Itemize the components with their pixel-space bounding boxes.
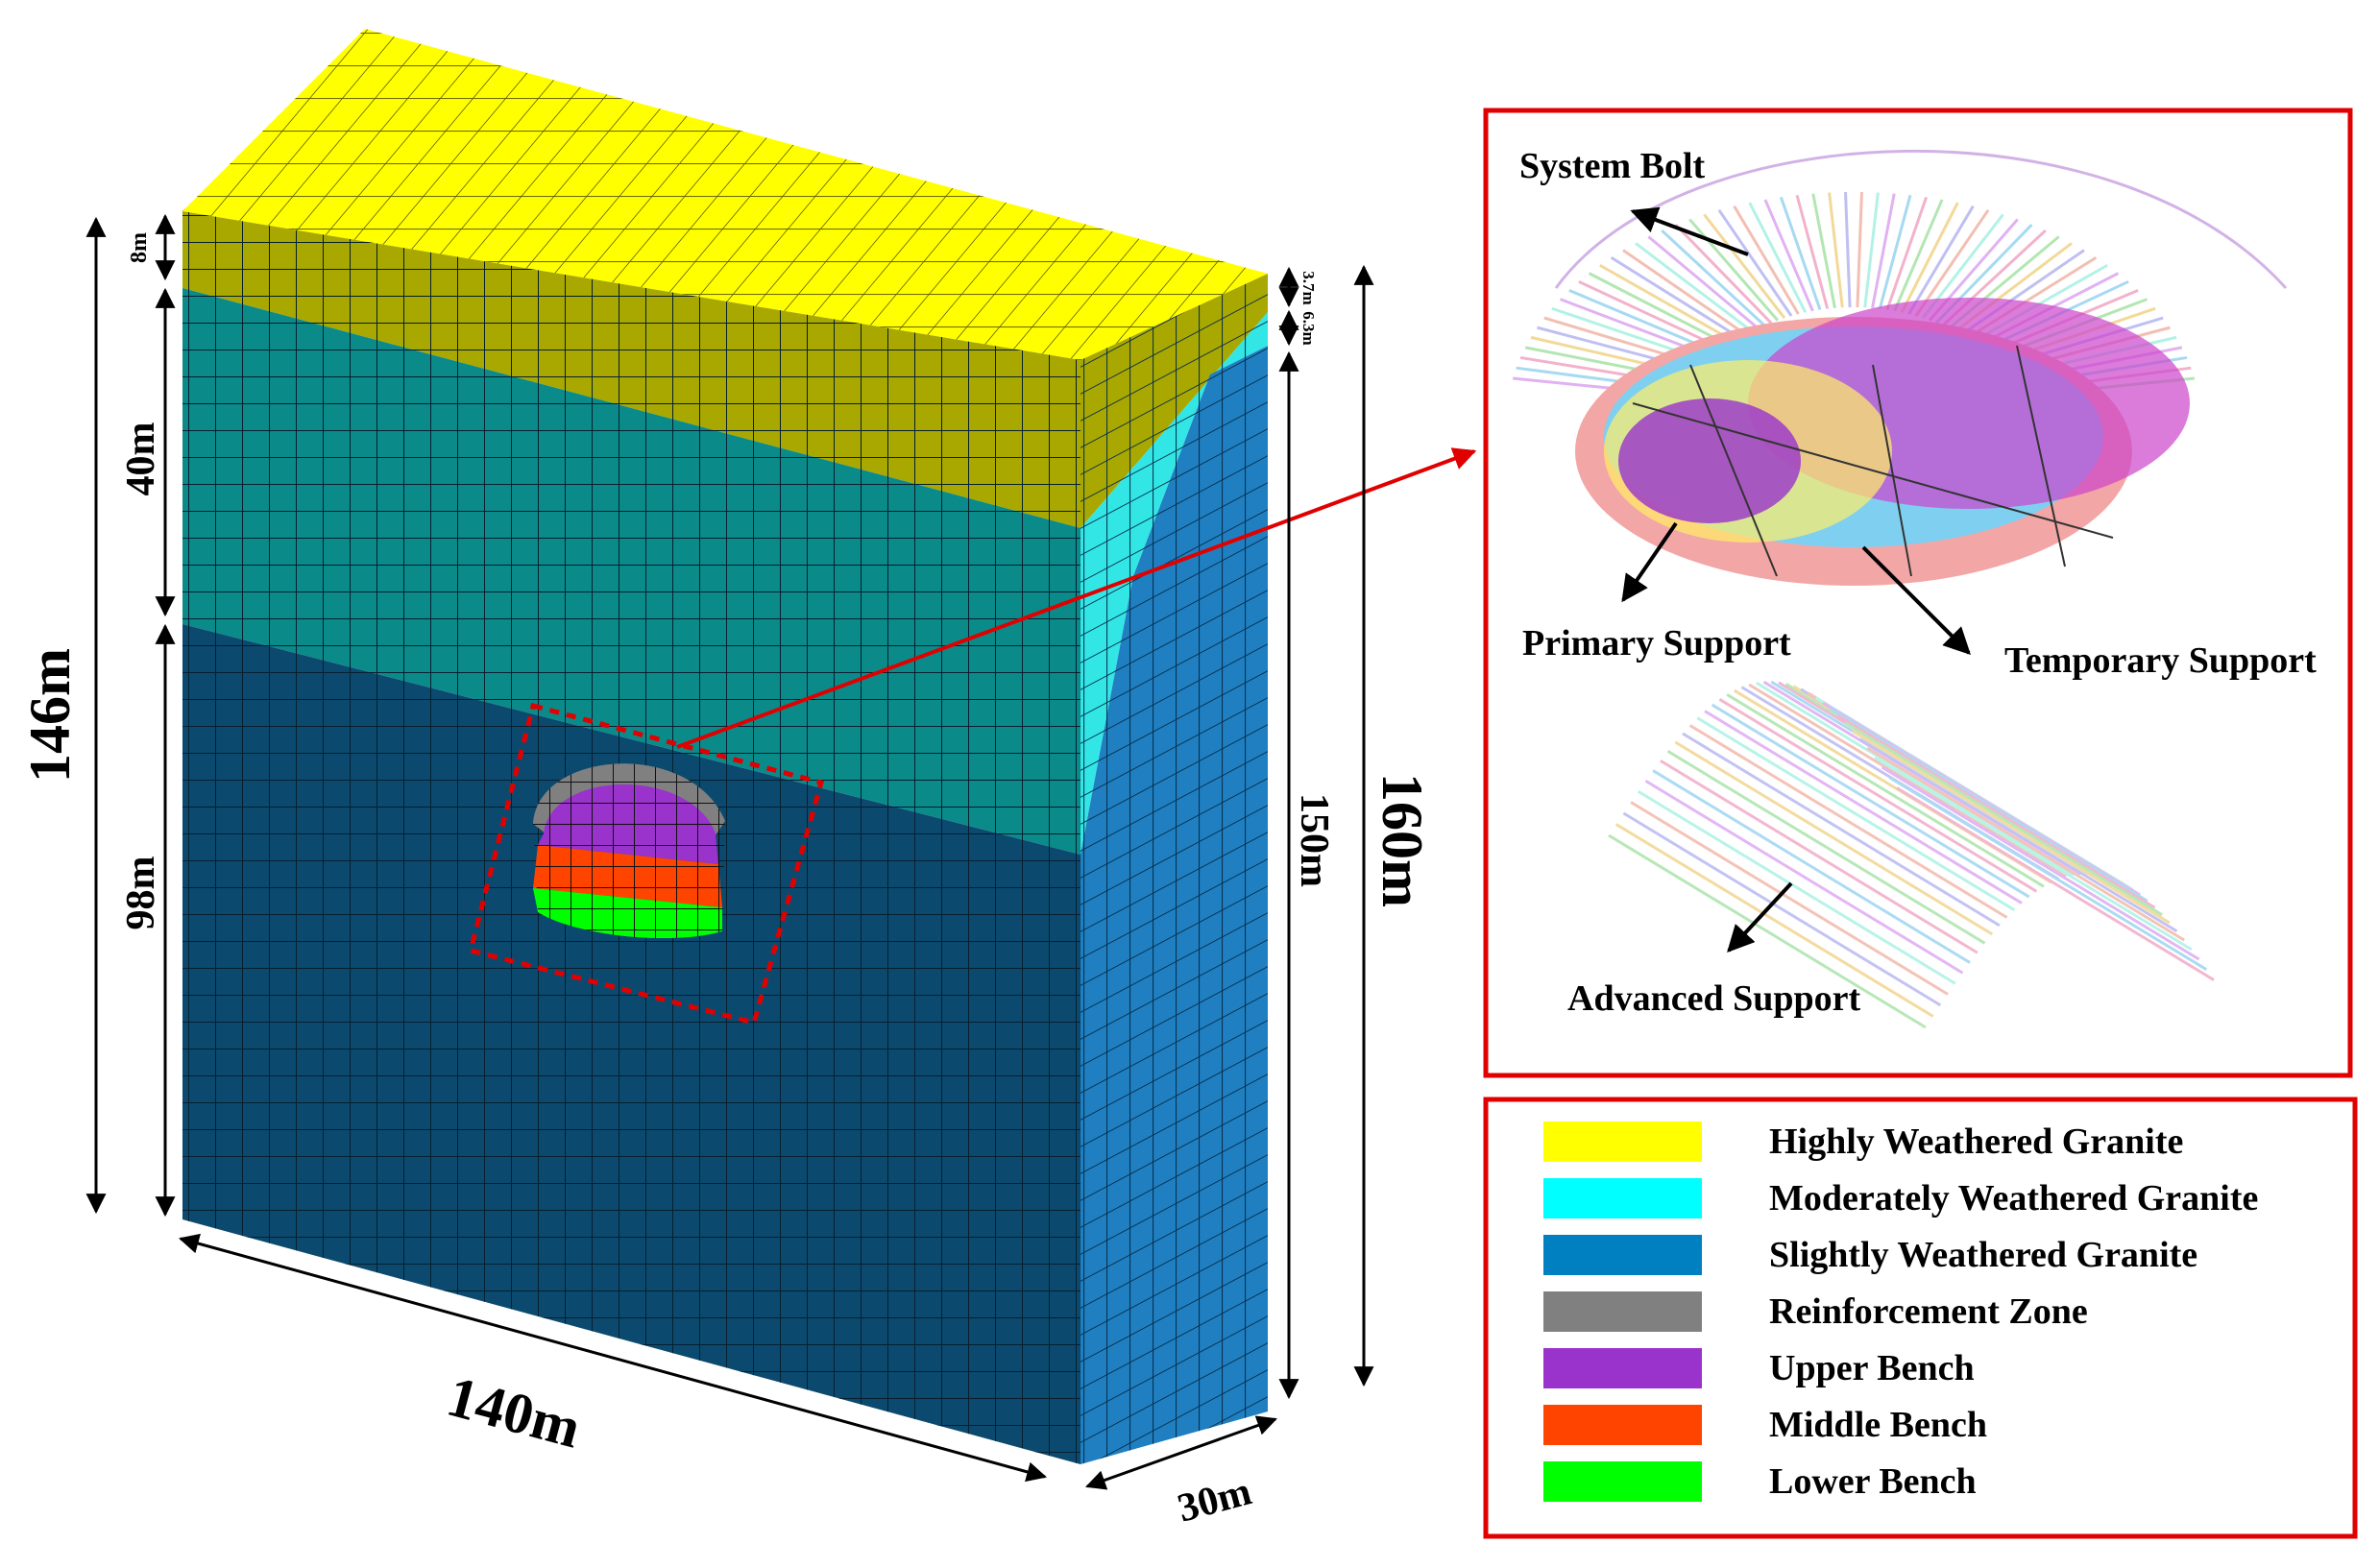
tunnel-section xyxy=(467,702,825,1026)
legend-swatch xyxy=(1543,1291,1702,1332)
tunnel-zoom-box xyxy=(467,702,825,1026)
label-temporary-support: Temporary Support xyxy=(2004,640,2317,681)
dim-layer-top: 8m xyxy=(127,232,152,263)
advanced-support-line xyxy=(1622,811,1942,1007)
advanced-support-line xyxy=(1630,801,1949,996)
advanced-support-line xyxy=(1614,823,1934,1018)
advanced-support-line xyxy=(1874,756,2193,952)
advanced-support-line xyxy=(1644,779,1964,975)
advanced-support-line xyxy=(1726,693,2045,888)
system-bolt-line xyxy=(1622,249,1748,337)
system-bolt-line xyxy=(1863,192,1880,308)
advanced-support-line xyxy=(1608,833,1927,1029)
dim-layer-middle: 40m xyxy=(119,422,163,496)
legend-swatch xyxy=(1543,1461,1702,1502)
legend-swatch xyxy=(1543,1405,1702,1445)
legend-swatch xyxy=(1543,1348,1702,1388)
system-bolt-line xyxy=(1674,224,1773,325)
advanced-support-line xyxy=(1866,746,2186,942)
dimension-labels: 146m 8m 40m 98m 3.7m 6.3m 150m 160m 140m… xyxy=(18,232,1434,1532)
system-bolt-line xyxy=(1811,193,1836,309)
label-advanced-support: Advanced Support xyxy=(1567,978,1860,1019)
dim-layer-bottom: 98m xyxy=(119,856,163,930)
advanced-support-line xyxy=(1858,737,2178,933)
dim-width: 30m xyxy=(1173,1469,1255,1531)
system-bolt-line xyxy=(1885,196,1929,311)
system-bolt-line xyxy=(1900,202,1959,313)
system-bolt-line xyxy=(1610,255,1742,340)
advanced-support-line xyxy=(1696,716,2016,911)
advanced-support-line xyxy=(1844,721,2163,917)
legend-label: Reinforcement Zone xyxy=(1769,1291,2088,1332)
system-bolt-line xyxy=(1717,208,1793,317)
system-bolt-line xyxy=(1661,229,1766,327)
callout-arrow xyxy=(676,447,1477,749)
advanced-support-line xyxy=(1718,698,2038,893)
legend-label: Middle Bench xyxy=(1769,1405,1987,1445)
dim-total-height-right: 160m xyxy=(1371,773,1434,907)
advanced-support-line xyxy=(1748,683,2067,879)
advanced-support-line xyxy=(1711,703,2030,899)
dim-total-height-left: 146m xyxy=(18,648,82,783)
dimension-lines xyxy=(85,213,1374,1490)
system-bolt-line xyxy=(1795,194,1830,309)
advanced-support-line xyxy=(1674,740,1994,936)
advanced-support-line xyxy=(1829,708,2148,903)
advanced-support-line xyxy=(1852,729,2171,925)
legend-swatch xyxy=(1543,1178,1702,1218)
legend-label: Moderately Weathered Granite xyxy=(1769,1178,2258,1218)
system-bolt-line xyxy=(1828,192,1844,308)
label-primary-support: Primary Support xyxy=(1522,623,1791,663)
legend-label: Slightly Weathered Granite xyxy=(1769,1235,2197,1275)
support-panel: System Bolt Primary Support Temporary Su… xyxy=(1483,108,2353,1078)
system-bolt-line xyxy=(1647,235,1760,330)
advanced-support-line xyxy=(1704,710,2023,905)
system-bolt-line xyxy=(1635,242,1754,333)
system-bolt-line xyxy=(1733,205,1800,315)
legend-swatch xyxy=(1543,1122,1702,1162)
system-bolt-line xyxy=(1599,263,1736,344)
system-bolt-line xyxy=(1588,272,1732,348)
label-system-bolt: System Bolt xyxy=(1519,146,1706,186)
dim-right-top-b: 6.3m xyxy=(1299,311,1318,345)
advanced-support-line xyxy=(1888,776,2208,971)
system-bolt-line xyxy=(1878,194,1912,309)
dim-length: 140m xyxy=(441,1364,587,1460)
advanced-support-line xyxy=(1756,681,2075,877)
advanced-support-line xyxy=(1836,713,2156,909)
system-bolt-line xyxy=(1856,192,1863,308)
advanced-support-line xyxy=(1652,769,1971,964)
system-bolt-line xyxy=(1914,208,1990,317)
advanced-support-line xyxy=(1881,765,2200,961)
advanced-support-line xyxy=(1682,732,2001,928)
legend: Highly Weathered Granite Moderately Weath… xyxy=(1483,1097,2358,1539)
advanced-support-line xyxy=(1660,759,1978,954)
legend-swatch xyxy=(1543,1235,1702,1275)
advanced-support-line xyxy=(1637,789,1956,985)
system-bolt-line xyxy=(1907,205,1975,315)
system-bolt-line xyxy=(1779,196,1822,311)
system-bolt-line xyxy=(1871,193,1896,309)
system-bolt-line xyxy=(1703,213,1786,320)
legend-label: Highly Weathered Granite xyxy=(1769,1122,2183,1162)
legend-label: Upper Bench xyxy=(1769,1348,1975,1388)
advanced-support-line xyxy=(1688,724,2008,919)
dim-right-side: 150m xyxy=(1292,793,1336,887)
legend-label: Lower Bench xyxy=(1769,1461,1977,1502)
dim-right-top-a: 3.7m xyxy=(1299,271,1318,304)
system-bolt-line xyxy=(1844,192,1852,308)
system-bolt-line xyxy=(1578,279,1727,351)
advanced-support-line xyxy=(1666,750,1986,945)
advanced-support-line xyxy=(1896,786,2215,981)
system-bolt-line xyxy=(1748,202,1808,313)
model-block xyxy=(182,29,1477,1464)
advanced-support-graphic xyxy=(1608,680,2215,1029)
system-bolt-line xyxy=(1893,199,1944,312)
primary-support-graphic xyxy=(1575,298,2190,586)
system-bolt-line xyxy=(1763,199,1814,312)
